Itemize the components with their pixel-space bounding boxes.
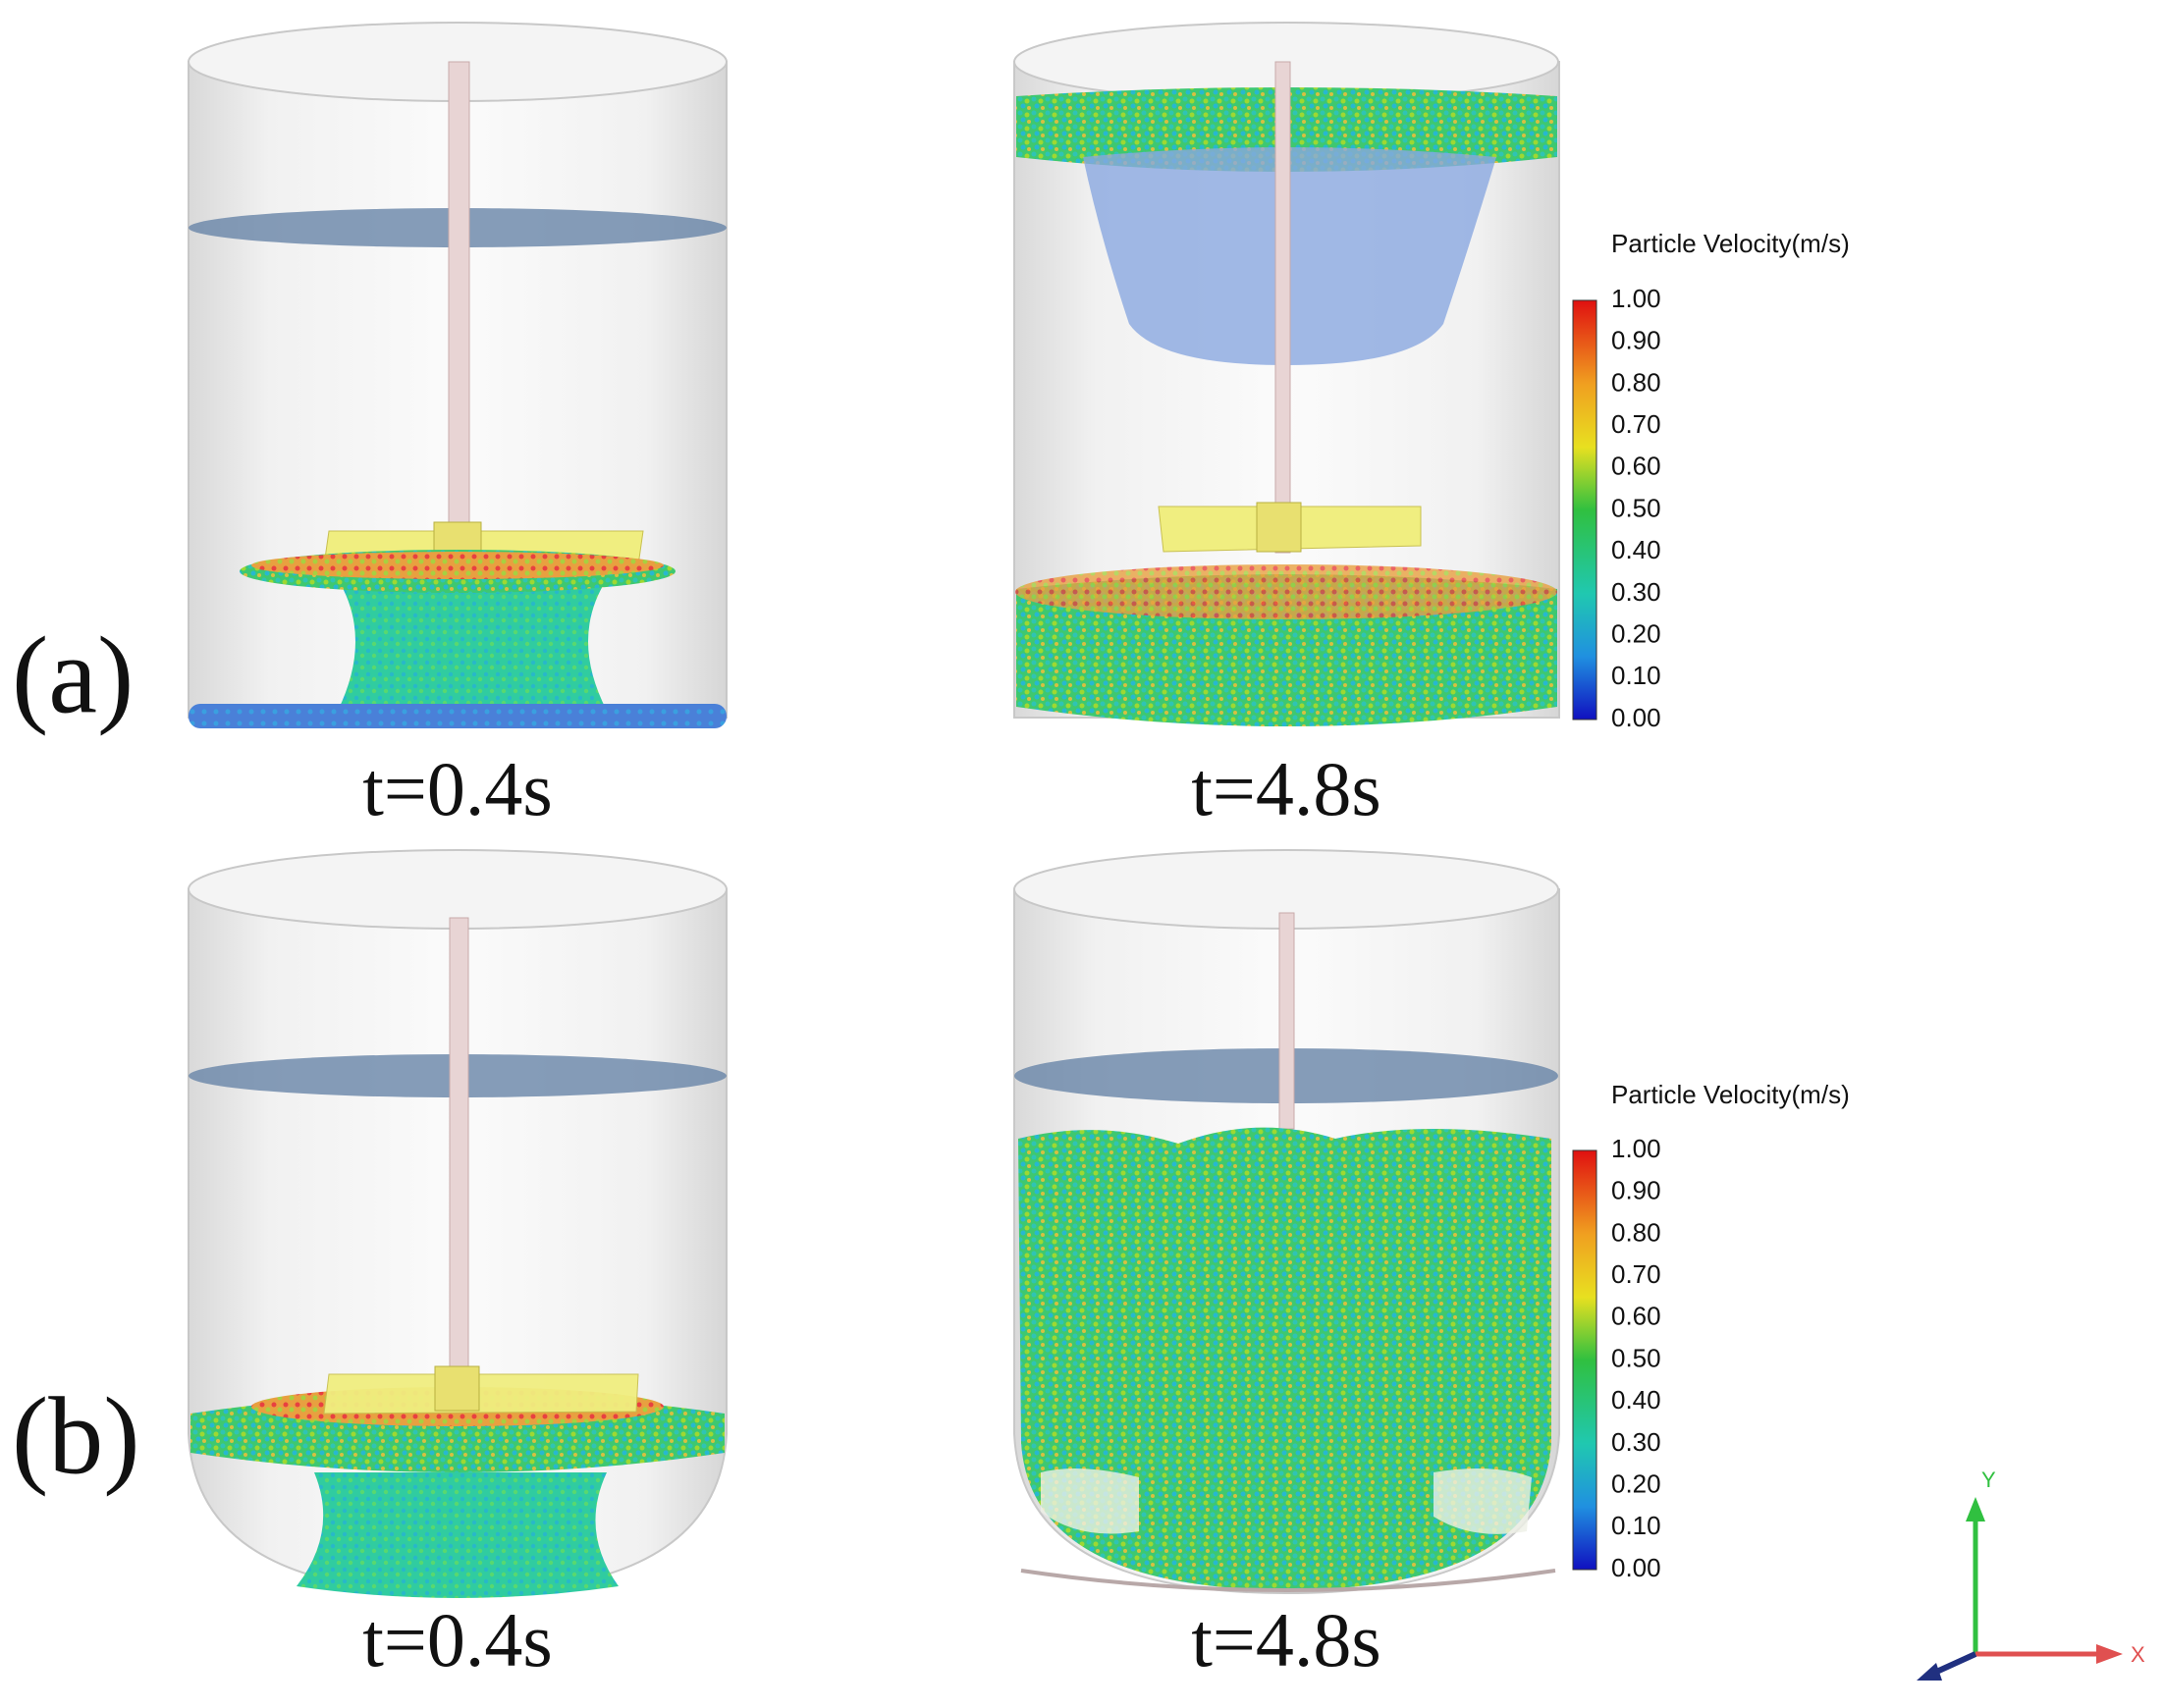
colorbar-tick-label: 0.40 (1611, 535, 1661, 564)
colorbar-tick-label: 0.60 (1611, 1302, 1661, 1331)
colorbar-tick-label: 0.90 (1611, 326, 1661, 355)
colorbar-tick-label: 0.20 (1611, 1468, 1661, 1498)
colorbar-tick-label: 1.00 (1611, 284, 1661, 313)
colorbar-tick-label: 0.10 (1611, 661, 1661, 690)
colorbar-tick-label: 0.70 (1611, 409, 1661, 439)
panel-b1 (188, 849, 728, 1598)
colorbar-tick-label: 0.80 (1611, 367, 1661, 397)
axis-triad (1917, 1497, 2123, 1681)
time-label: t=0.4s (362, 1597, 553, 1682)
colorbar-tick-label: 0.20 (1611, 618, 1661, 648)
colorbar-tick-label: 0.50 (1611, 493, 1661, 522)
colorbar-tick-label: 0.00 (1611, 703, 1661, 732)
colorbar-tick-label: 0.40 (1611, 1385, 1661, 1414)
time-label: t=4.8s (1191, 1597, 1381, 1682)
colorbar-tick-label: 0.70 (1611, 1259, 1661, 1289)
row-label: (b) (12, 1376, 140, 1498)
colorbar-tick-label: 0.00 (1611, 1553, 1661, 1582)
row-label: (a) (12, 615, 134, 737)
time-label: t=0.4s (362, 746, 553, 831)
panel-a2 (1013, 22, 1560, 726)
colorbar-tick-label: 0.30 (1611, 577, 1661, 607)
time-label: t=4.8s (1191, 746, 1381, 831)
colorbar (1572, 1149, 1597, 1571)
colorbar (1572, 299, 1597, 721)
colorbar-tick-label: 0.30 (1611, 1427, 1661, 1457)
colorbar-title: Particle Velocity(m/s) (1611, 229, 1850, 258)
colorbar-tick-label: 0.50 (1611, 1343, 1661, 1372)
colorbar-title: Particle Velocity(m/s) (1611, 1080, 1850, 1109)
axis-label-y: Y (1981, 1468, 1996, 1492)
colorbar-tick-label: 0.60 (1611, 452, 1661, 481)
colorbar-tick-label: 0.90 (1611, 1176, 1661, 1205)
colorbar-tick-label: 1.00 (1611, 1134, 1661, 1163)
colorbar-tick-label: 0.10 (1611, 1511, 1661, 1540)
axis-label-x: X (2131, 1642, 2145, 1667)
panel-b2 (1013, 849, 1560, 1595)
colorbar-tick-label: 0.80 (1611, 1217, 1661, 1247)
panel-a1 (188, 22, 728, 728)
